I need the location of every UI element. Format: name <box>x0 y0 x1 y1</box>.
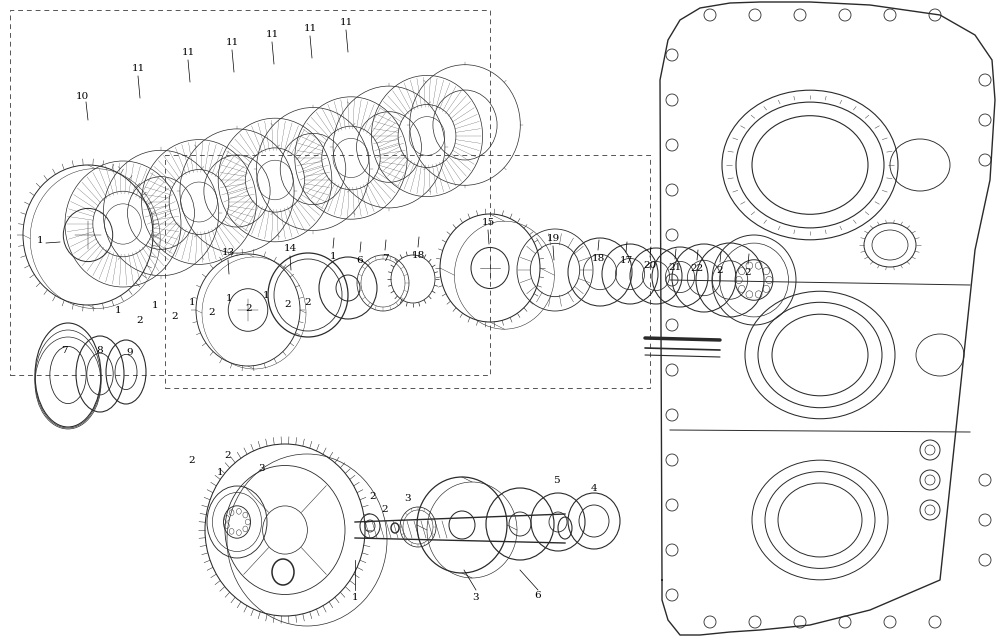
Text: 11: 11 <box>303 23 317 32</box>
Text: 2: 2 <box>305 298 311 307</box>
Text: 3: 3 <box>473 594 479 603</box>
Text: 1: 1 <box>352 594 358 603</box>
Text: 1: 1 <box>263 290 269 299</box>
Text: 8: 8 <box>97 345 103 354</box>
Text: 15: 15 <box>481 218 495 227</box>
Text: 21: 21 <box>668 263 682 272</box>
Text: 7: 7 <box>61 345 67 354</box>
Text: 20: 20 <box>643 261 657 269</box>
Text: 5: 5 <box>553 475 559 484</box>
Text: 2: 2 <box>172 312 178 321</box>
Text: 6: 6 <box>357 256 363 265</box>
Text: 1: 1 <box>217 468 223 477</box>
Text: 4: 4 <box>591 484 597 493</box>
Text: 2: 2 <box>137 316 143 325</box>
Text: 2: 2 <box>189 455 195 464</box>
Text: 1: 1 <box>189 298 195 307</box>
Text: 1: 1 <box>330 252 336 261</box>
Text: 18: 18 <box>411 251 425 260</box>
Text: 11: 11 <box>181 48 195 57</box>
Text: 2: 2 <box>225 451 231 460</box>
Text: 9: 9 <box>127 348 133 357</box>
Text: 3: 3 <box>259 464 265 473</box>
Text: 6: 6 <box>535 591 541 600</box>
Text: 1: 1 <box>115 305 121 314</box>
Text: 2: 2 <box>717 265 723 274</box>
Text: 2: 2 <box>745 267 751 276</box>
Text: 18: 18 <box>591 254 605 263</box>
Text: 11: 11 <box>131 64 145 73</box>
Text: 1: 1 <box>37 236 43 245</box>
Text: 11: 11 <box>225 37 239 46</box>
Text: 14: 14 <box>283 243 297 252</box>
Text: 2: 2 <box>370 491 376 500</box>
Text: 2: 2 <box>246 303 252 312</box>
Text: 2: 2 <box>209 307 215 316</box>
Text: 7: 7 <box>382 254 388 263</box>
Text: 1: 1 <box>226 294 232 303</box>
Text: 1: 1 <box>152 301 158 310</box>
Text: 22: 22 <box>690 263 704 272</box>
Text: 10: 10 <box>75 91 89 100</box>
Text: 11: 11 <box>265 30 279 39</box>
Text: 3: 3 <box>405 493 411 502</box>
Text: 11: 11 <box>339 17 353 26</box>
Text: 17: 17 <box>619 256 633 265</box>
Text: 2: 2 <box>382 506 388 515</box>
Text: 13: 13 <box>221 247 235 256</box>
Text: 19: 19 <box>546 234 560 243</box>
Text: 2: 2 <box>285 299 291 308</box>
